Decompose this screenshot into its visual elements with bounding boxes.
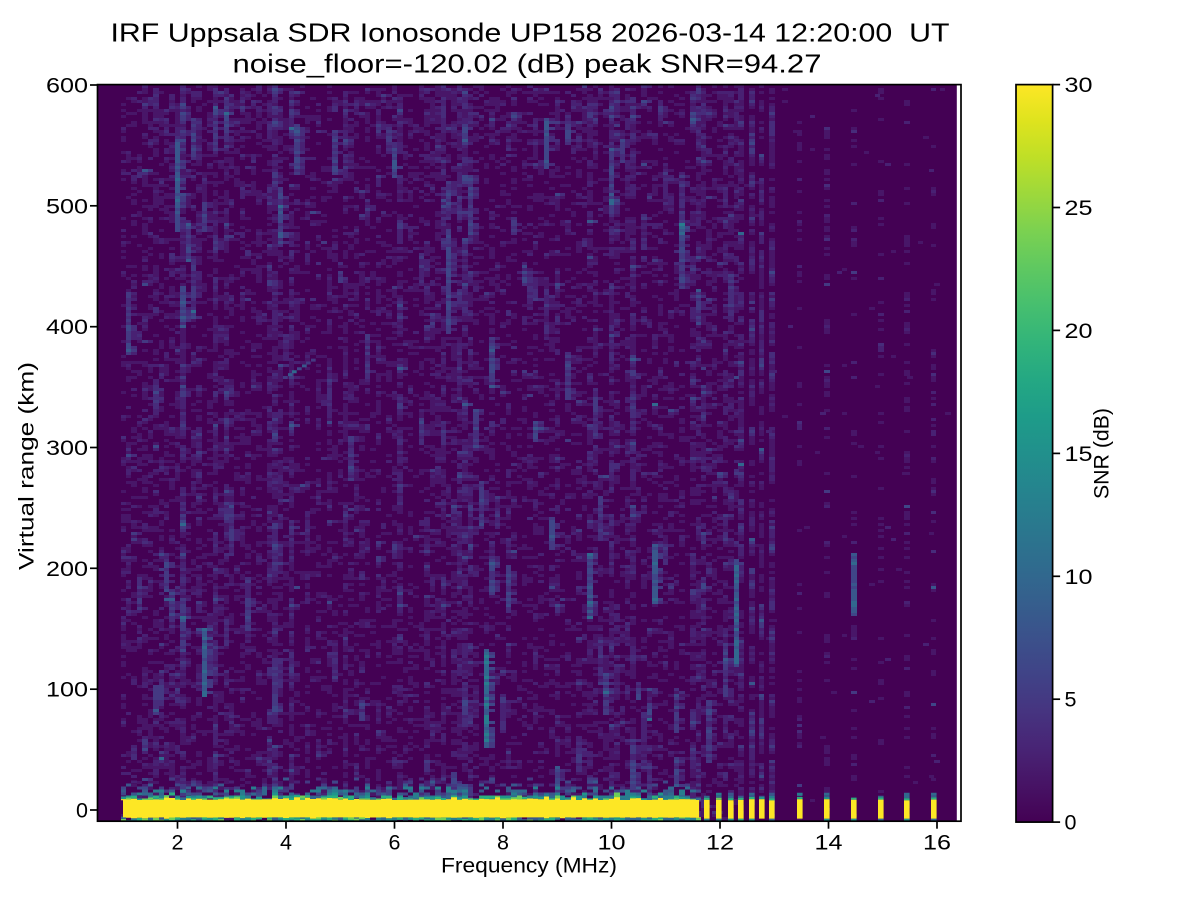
svg-text:0: 0 <box>1065 811 1077 835</box>
svg-text:300: 300 <box>46 436 88 460</box>
svg-text:Frequency (MHz): Frequency (MHz) <box>441 854 617 878</box>
svg-text:8: 8 <box>497 831 509 855</box>
svg-text:6: 6 <box>389 831 401 855</box>
svg-text:Virtual range (km): Virtual range (km) <box>14 362 38 570</box>
svg-text:4: 4 <box>280 831 292 855</box>
svg-text:100: 100 <box>46 678 88 702</box>
svg-text:400: 400 <box>46 315 88 339</box>
svg-text:5: 5 <box>1065 688 1077 712</box>
svg-text:SNR (dB): SNR (dB) <box>1090 408 1114 499</box>
svg-text:14: 14 <box>815 831 843 855</box>
svg-text:12: 12 <box>706 831 734 855</box>
svg-text:IRF Uppsala SDR Ionosonde UP15: IRF Uppsala SDR Ionosonde UP158 2026-03-… <box>111 18 950 48</box>
svg-text:25: 25 <box>1065 196 1093 220</box>
svg-text:10: 10 <box>1065 565 1093 589</box>
svg-text:600: 600 <box>46 74 88 98</box>
svg-text:10: 10 <box>598 831 626 855</box>
svg-text:0: 0 <box>76 799 88 823</box>
svg-text:15: 15 <box>1065 442 1093 466</box>
svg-text:2: 2 <box>172 831 184 855</box>
svg-text:16: 16 <box>923 831 951 855</box>
svg-text:20: 20 <box>1065 319 1093 343</box>
svg-text:500: 500 <box>46 194 88 218</box>
svg-text:200: 200 <box>46 557 88 581</box>
svg-text:30: 30 <box>1065 73 1093 97</box>
svg-text:noise_floor=-120.02 (dB) peak: noise_floor=-120.02 (dB) peak SNR=94.27 <box>233 48 822 78</box>
